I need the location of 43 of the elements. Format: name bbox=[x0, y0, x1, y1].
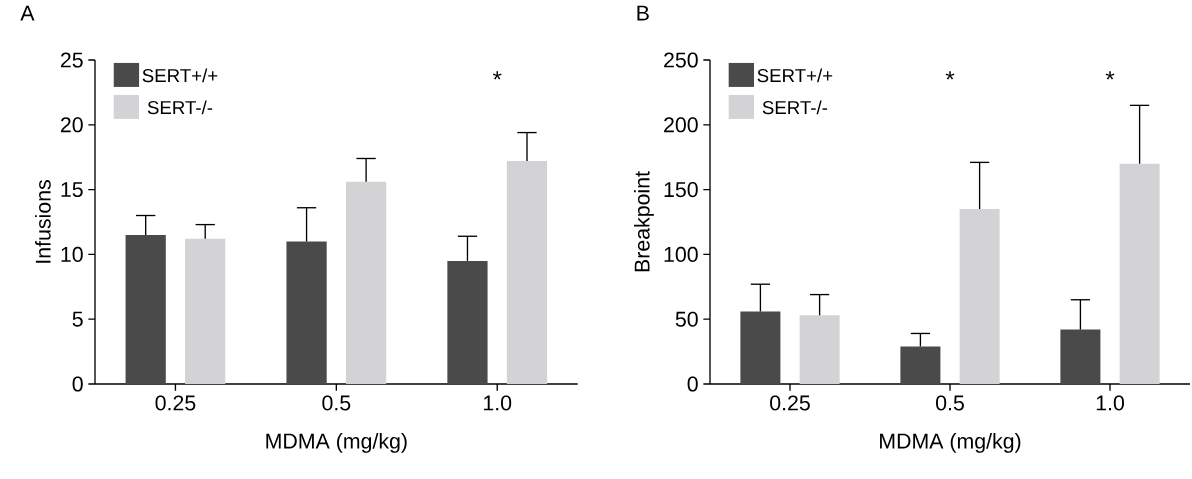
x-tick-label: 0.25 bbox=[770, 395, 810, 411]
y-tick-label: 0 bbox=[687, 376, 698, 392]
chart-title: A bbox=[20, 5, 35, 21]
x-tick-label: 0.5 bbox=[936, 395, 964, 411]
legend-label: SERT-/- bbox=[147, 100, 213, 115]
x-tick-label: 0.25 bbox=[155, 395, 196, 411]
y-tick-label: 100 bbox=[664, 246, 698, 262]
y-tick-label: 5 bbox=[72, 311, 83, 327]
annotation: * bbox=[945, 71, 955, 80]
legend-label: SERT+/+ bbox=[757, 68, 833, 83]
y-axis-title: Infusions bbox=[35, 180, 51, 263]
y-tick-label: 10 bbox=[61, 246, 83, 262]
bar bbox=[1119, 163, 1160, 384]
y-tick-label: 50 bbox=[675, 311, 698, 327]
bar bbox=[447, 260, 488, 384]
bar bbox=[125, 234, 166, 384]
legend-label: SERT-/- bbox=[762, 100, 828, 115]
bar bbox=[345, 181, 387, 384]
bar bbox=[286, 241, 327, 384]
bar bbox=[506, 161, 548, 384]
x-tick-label: 1.0 bbox=[484, 395, 512, 411]
y-tick-label: 250 bbox=[664, 52, 698, 68]
y-tick-label: 20 bbox=[60, 117, 83, 133]
bar bbox=[799, 315, 840, 384]
annotation: * bbox=[1105, 71, 1115, 80]
bar bbox=[185, 238, 226, 384]
y-tick-label: 25 bbox=[60, 52, 83, 68]
x-axis-title: MDMA (mg/kg) bbox=[266, 432, 407, 453]
bar bbox=[740, 311, 781, 384]
chart-title: B bbox=[637, 5, 649, 21]
y-tick-label: 15 bbox=[61, 182, 83, 198]
x-tick-label: 0.5 bbox=[322, 395, 351, 411]
bar bbox=[900, 346, 941, 384]
y-tick-label: 0 bbox=[72, 376, 83, 392]
annotation: * bbox=[492, 71, 502, 80]
y-axis-title: Breakpoint bbox=[634, 171, 654, 272]
legend-label: SERT+/+ bbox=[142, 68, 218, 83]
bar bbox=[1060, 329, 1101, 384]
bar bbox=[959, 209, 1000, 384]
x-tick-label: 1.0 bbox=[1096, 395, 1124, 411]
y-tick-label: 150 bbox=[664, 182, 698, 198]
x-axis-title: MDMA (mg/kg) bbox=[880, 432, 1021, 453]
y-tick-label: 200 bbox=[664, 117, 698, 133]
